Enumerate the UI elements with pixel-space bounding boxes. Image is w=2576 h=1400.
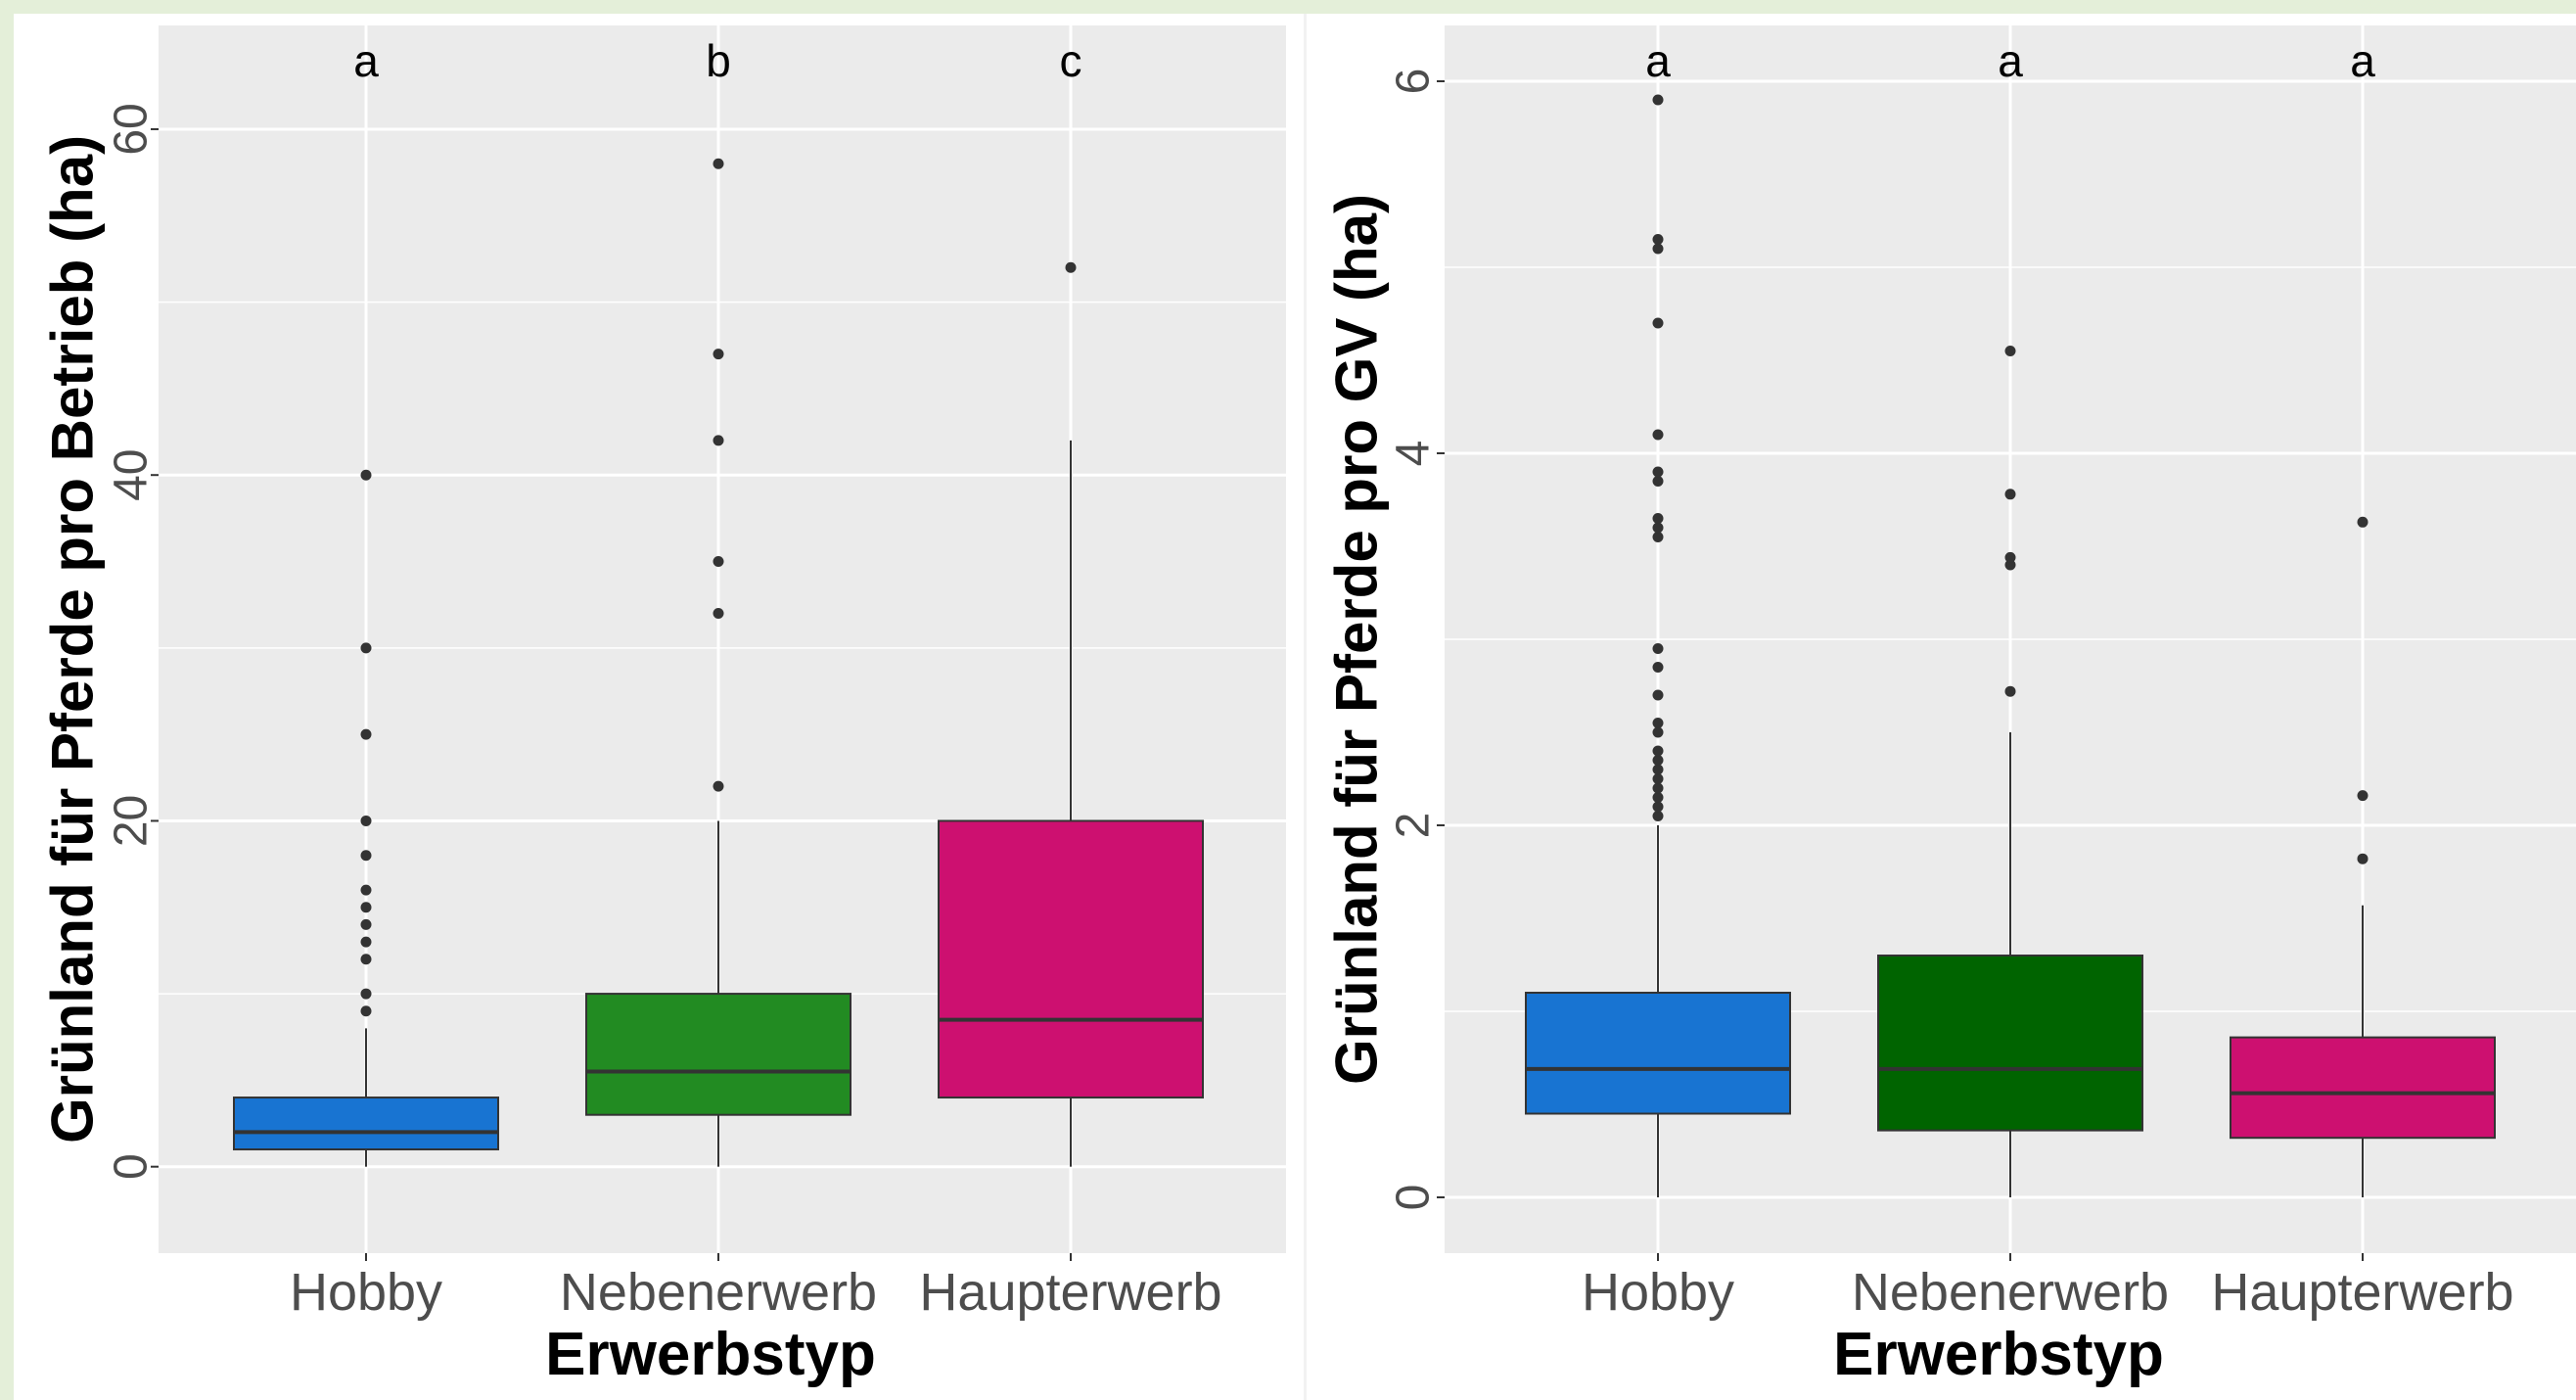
panel1-y-tick-label: 40 bbox=[106, 449, 158, 501]
panel1-outlier-point bbox=[360, 642, 372, 654]
panel2-outlier-point bbox=[2357, 516, 2369, 528]
panel1-box-hobby bbox=[233, 1097, 499, 1151]
panel-divider bbox=[1304, 14, 1307, 1400]
panel2-outlier-point bbox=[1652, 773, 1664, 784]
panel1-outlier-point bbox=[360, 902, 372, 913]
panel1-outlier-point bbox=[1065, 261, 1077, 273]
panel2-outlier-point bbox=[2004, 685, 2016, 697]
panel2-outlier-point bbox=[2004, 489, 2016, 500]
panel2-outlier-point bbox=[2357, 790, 2369, 802]
panel2-outlier-point bbox=[2357, 853, 2369, 864]
panel2-outlier-point bbox=[1652, 764, 1664, 775]
panel2-y-tick-label: 2 bbox=[1388, 813, 1440, 839]
panel1-y-tick-label: 60 bbox=[106, 103, 158, 155]
panel1-outlier-point bbox=[360, 728, 372, 740]
panel1-box-nebenerwerb bbox=[585, 993, 851, 1116]
panel1-outlier-point bbox=[713, 780, 724, 792]
panel2-box-hobby bbox=[1525, 992, 1791, 1115]
panel2-outlier-point bbox=[1652, 522, 1664, 534]
panel1-outlier-point bbox=[360, 988, 372, 1000]
panel2-outlier-point bbox=[1652, 94, 1664, 106]
panel1-outlier-point bbox=[360, 1005, 372, 1017]
panel2-outlier-point bbox=[2004, 551, 2016, 563]
panel2-outlier-point bbox=[1652, 234, 1664, 245]
panel1-x-tick-label: Hobby bbox=[290, 1263, 442, 1322]
figure: 0 20 40 60 Grünland für Pferde pro Betrieb (… bbox=[14, 14, 2576, 1400]
panel2-outlier-point bbox=[1652, 429, 1664, 441]
panel1-outlier-point bbox=[360, 884, 372, 896]
panel1-x-tick-label: Haupterwerb bbox=[919, 1263, 1221, 1322]
panel1-outlier-point bbox=[360, 936, 372, 948]
panel1-outlier-point bbox=[713, 158, 724, 169]
panel2-outlier-point bbox=[1652, 689, 1664, 701]
panel2-outlier-point bbox=[1652, 317, 1664, 329]
panel2-outlier-point bbox=[1652, 476, 1664, 487]
panel1-outlier-point bbox=[360, 469, 372, 481]
panel1-outlier-point bbox=[360, 954, 372, 965]
panel1-outlier-point bbox=[713, 435, 724, 446]
panel1-x-tick-label: Nebenerwerb bbox=[560, 1263, 877, 1322]
panel2-outlier-point bbox=[1652, 811, 1664, 821]
panel2-x-tick-label: Haupterwerb bbox=[2211, 1263, 2513, 1322]
panel1-group-letter: b bbox=[706, 35, 731, 86]
panel2-outlier-point bbox=[2004, 559, 2016, 571]
panel1-box-haupterwerb bbox=[938, 819, 1204, 1099]
panel1-outlier-point bbox=[360, 815, 372, 826]
panel2-y-tick-label: 6 bbox=[1388, 69, 1440, 95]
panel1-outlier-point bbox=[360, 850, 372, 862]
panel2-y-axis-title: Grünland für Pferde pro GV (ha) bbox=[1324, 194, 1390, 1085]
panel2-x-tick-label: Nebenerwerb bbox=[1852, 1263, 2169, 1322]
panel2-outlier-point bbox=[1652, 755, 1664, 766]
panel2-group-letter: a bbox=[2350, 35, 2375, 86]
panel2-outlier-point bbox=[1652, 513, 1664, 524]
panel2-x-tick-label: Hobby bbox=[1582, 1263, 1734, 1322]
panel2-outlier-point bbox=[2004, 346, 2016, 356]
panel2-group-letter: a bbox=[1645, 35, 1671, 86]
panel2-outlier-point bbox=[1652, 745, 1664, 757]
panel1-y-axis-title: Grünland für Pferde pro Betrieb (ha) bbox=[40, 135, 106, 1143]
panel2-box-haupterwerb bbox=[2230, 1036, 2496, 1140]
panel2-outlier-point bbox=[1652, 643, 1664, 654]
panel2-outlier-point bbox=[1652, 532, 1664, 542]
panel2-outlier-point bbox=[1652, 718, 1664, 728]
panel1-outlier-point bbox=[713, 556, 724, 568]
panel2-outlier-point bbox=[1652, 726, 1664, 738]
panel1-outlier-point bbox=[713, 349, 724, 360]
panel1-group-letter: c bbox=[1060, 35, 1082, 86]
panel2-y-tick-label: 0 bbox=[1388, 1185, 1440, 1211]
panel2-outlier-point bbox=[1652, 782, 1664, 794]
panel2-y-tick-label: 4 bbox=[1388, 441, 1440, 467]
panel1-y-tick-label: 20 bbox=[106, 795, 158, 847]
panel1-outlier-point bbox=[360, 918, 372, 930]
panel2-outlier-point bbox=[1652, 792, 1664, 803]
panel1-y-tick-label: 0 bbox=[106, 1153, 158, 1180]
panel2-group-letter: a bbox=[1998, 35, 2023, 86]
panel1-group-letter: a bbox=[353, 35, 379, 86]
panel2-box-nebenerwerb bbox=[1877, 955, 2143, 1132]
panel2-outlier-point bbox=[1652, 801, 1664, 813]
panel2-outlier-point bbox=[1652, 662, 1664, 673]
panel1-x-axis-title: Erwerbstyp bbox=[545, 1321, 876, 1388]
panel1-outlier-point bbox=[713, 608, 724, 620]
panel2-outlier-point bbox=[1652, 466, 1664, 478]
panel2-x-axis-title: Erwerbstyp bbox=[1833, 1321, 2164, 1388]
panel2-outlier-point bbox=[1652, 243, 1664, 255]
